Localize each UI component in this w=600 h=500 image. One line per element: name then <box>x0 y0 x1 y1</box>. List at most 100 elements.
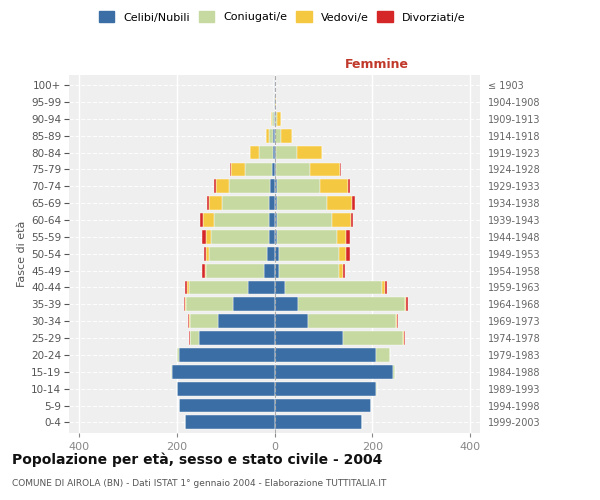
Bar <box>346 230 350 244</box>
Bar <box>296 146 322 160</box>
Bar <box>189 280 248 294</box>
Bar <box>266 129 269 142</box>
Bar <box>276 146 296 160</box>
Bar <box>308 314 396 328</box>
Bar <box>277 230 337 244</box>
Bar <box>222 196 269 210</box>
Bar <box>343 331 403 345</box>
Bar <box>209 247 266 260</box>
Bar <box>275 298 298 312</box>
Bar <box>298 298 404 312</box>
Bar <box>275 112 277 126</box>
Bar <box>207 196 209 210</box>
Bar <box>187 280 189 294</box>
Bar <box>214 213 269 227</box>
Bar <box>185 298 187 312</box>
Bar <box>351 213 353 227</box>
Bar <box>202 264 205 278</box>
Bar <box>285 280 382 294</box>
Bar <box>179 398 275 412</box>
Bar <box>275 365 394 378</box>
Bar <box>275 398 371 412</box>
Bar <box>277 213 332 227</box>
Bar <box>275 146 276 160</box>
Bar <box>271 112 272 126</box>
Bar <box>337 230 346 244</box>
Bar <box>272 162 275 176</box>
Bar <box>184 298 185 312</box>
Bar <box>179 348 275 362</box>
Bar <box>376 348 390 362</box>
Y-axis label: Fasce di età: Fasce di età <box>17 220 27 287</box>
Bar <box>404 298 406 312</box>
Bar <box>202 230 206 244</box>
Bar <box>273 129 275 142</box>
Bar <box>275 264 280 278</box>
Bar <box>230 162 231 176</box>
Bar <box>250 146 259 160</box>
Bar <box>205 264 206 278</box>
Bar <box>185 416 275 430</box>
Bar <box>214 180 216 193</box>
Bar <box>346 247 350 260</box>
Bar <box>332 213 351 227</box>
Bar <box>275 129 281 142</box>
Bar <box>343 264 346 278</box>
Bar <box>352 196 355 210</box>
Bar <box>248 280 275 294</box>
Bar <box>275 180 277 193</box>
Bar <box>339 264 343 278</box>
Bar <box>269 196 275 210</box>
Bar <box>209 196 222 210</box>
Bar <box>206 230 211 244</box>
Bar <box>269 129 273 142</box>
Bar <box>269 180 275 193</box>
Bar <box>187 298 233 312</box>
Bar <box>275 331 343 345</box>
Bar <box>172 365 275 378</box>
Bar <box>281 129 292 142</box>
Text: COMUNE DI AIROLA (BN) - Dati ISTAT 1° gennaio 2004 - Elaborazione TUTTITALIA.IT: COMUNE DI AIROLA (BN) - Dati ISTAT 1° ge… <box>12 478 386 488</box>
Bar <box>277 112 281 126</box>
Bar <box>275 196 277 210</box>
Bar <box>275 247 280 260</box>
Bar <box>206 247 209 260</box>
Bar <box>280 264 339 278</box>
Bar <box>269 213 275 227</box>
Bar <box>216 180 229 193</box>
Bar <box>397 314 398 328</box>
Bar <box>349 180 350 193</box>
Bar <box>200 213 203 227</box>
Bar <box>188 314 190 328</box>
Bar <box>385 280 386 294</box>
Bar <box>394 365 395 378</box>
Bar <box>211 230 269 244</box>
Bar <box>275 382 376 396</box>
Bar <box>280 247 339 260</box>
Bar <box>320 180 349 193</box>
Bar <box>190 314 218 328</box>
Bar <box>264 264 275 278</box>
Bar <box>203 213 214 227</box>
Bar <box>275 230 277 244</box>
Bar <box>259 146 272 160</box>
Bar <box>231 162 245 176</box>
Bar <box>275 95 276 109</box>
Bar <box>272 146 275 160</box>
Bar <box>245 162 272 176</box>
Bar <box>218 314 275 328</box>
Bar <box>403 331 404 345</box>
Bar <box>275 416 362 430</box>
Bar <box>190 331 199 345</box>
Bar <box>266 247 275 260</box>
Bar <box>272 112 274 126</box>
Bar <box>277 196 327 210</box>
Bar <box>177 348 179 362</box>
Bar <box>275 314 308 328</box>
Bar <box>229 180 269 193</box>
Bar <box>382 280 385 294</box>
Bar <box>310 162 340 176</box>
Bar <box>274 112 275 126</box>
Bar <box>396 314 397 328</box>
Bar <box>277 162 310 176</box>
